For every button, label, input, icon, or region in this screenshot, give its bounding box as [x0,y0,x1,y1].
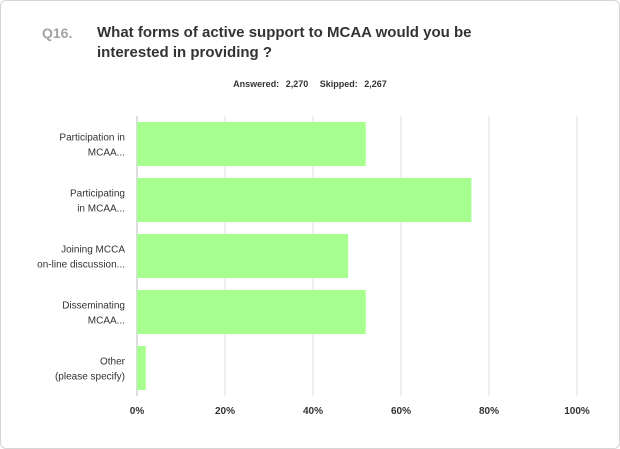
answered-value: 2,270 [285,79,309,89]
category-label: Participation in [59,133,125,144]
category-label: MCAA... [88,316,125,327]
skipped-value: 2,267 [364,79,387,89]
bar [137,122,366,166]
bar [137,178,472,222]
x-tick-label: 40% [303,406,323,417]
question-number: Q16. [42,25,73,41]
skipped-label: Skipped: [319,79,358,89]
bar [137,290,366,334]
x-tick-label: 60% [391,406,411,417]
category-label: Participating [70,189,125,200]
answered-label: Answered: [233,79,280,89]
bar [137,234,349,278]
question-title: What forms of active support to MCAA wou… [97,24,472,61]
category-label: (please specify) [55,372,125,383]
category-label: Disseminating [62,301,125,312]
response-stats: Answered: 2,270 Skipped: 2,267 [1,79,619,89]
category-label: MCAA... [88,148,125,159]
x-tick-label: 100% [564,406,590,417]
category-label: Other [100,357,126,368]
category-label: Joining MCCA [61,245,125,256]
x-tick-label: 80% [479,406,499,417]
x-tick-label: 20% [215,406,235,417]
category-label: in MCAA... [77,204,125,215]
bar [137,346,146,390]
x-tick-label: 0% [130,406,145,417]
category-label: on-line discussion... [37,260,125,271]
